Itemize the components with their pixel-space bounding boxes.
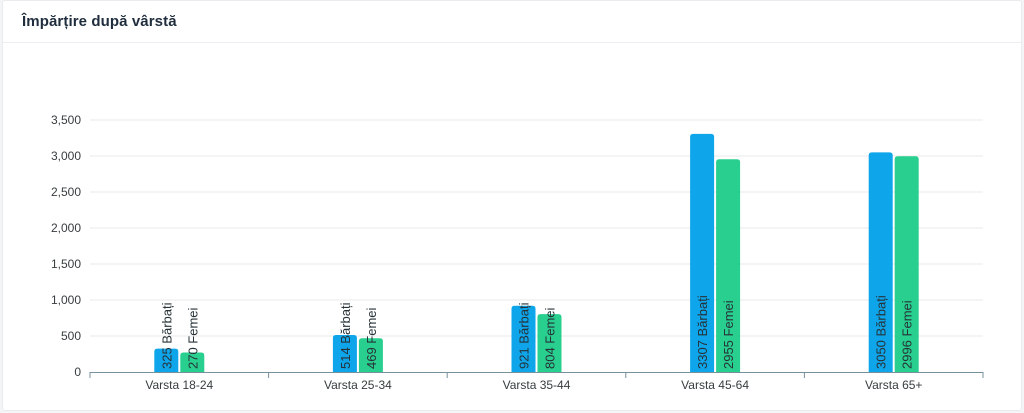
x-tick-label: Varsta 45-64 — [681, 378, 749, 392]
data-label: 469 Femei — [364, 307, 379, 369]
data-label: 2955 Femei — [721, 300, 736, 369]
y-tick-label: 2,500 — [51, 185, 81, 199]
data-label: 2996 Femei — [900, 300, 915, 369]
y-tick-label: 3,500 — [51, 113, 81, 127]
y-tick-label: 1,500 — [51, 257, 81, 271]
data-label: 514 Bărbați — [338, 302, 353, 369]
x-tick-label: Varsta 65+ — [865, 378, 922, 392]
y-tick-label: 3,000 — [51, 149, 81, 163]
data-label: 270 Femei — [185, 307, 200, 369]
y-tick-label: 2,000 — [51, 221, 81, 235]
bar-barbati — [332, 334, 357, 372]
x-tick-label: Varsta 18-24 — [145, 378, 213, 392]
x-tick-label: Varsta 35-44 — [503, 378, 571, 392]
bar-femei — [894, 156, 919, 372]
data-label: 921 Bărbați — [517, 302, 532, 369]
bar-femei — [537, 314, 562, 372]
y-tick-label: 0 — [74, 365, 81, 379]
data-label: 804 Femei — [543, 307, 558, 369]
bar-femei — [716, 159, 741, 372]
x-tick-label: Varsta 25-34 — [324, 378, 392, 392]
card-header: Împărțire după vârstă — [3, 1, 1021, 43]
bar-femei — [358, 338, 383, 372]
bar-barbati — [868, 152, 893, 372]
bar-barbati — [154, 348, 179, 372]
data-label: 3307 Bărbați — [695, 295, 710, 369]
bar-barbati — [690, 133, 715, 372]
chart-title: Împărțire după vârstă — [22, 13, 177, 30]
y-tick-label: 1,000 — [51, 293, 81, 307]
data-label: 325 Bărbați — [159, 302, 174, 369]
y-tick-label: 500 — [61, 329, 81, 343]
bar-femei — [180, 352, 205, 372]
data-label: 3050 Bărbați — [874, 295, 889, 369]
bar-barbati — [511, 305, 536, 372]
